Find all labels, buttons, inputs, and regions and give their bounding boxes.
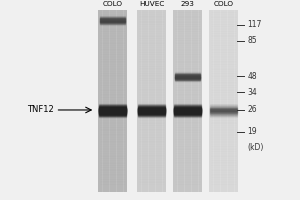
Bar xyxy=(137,10,166,192)
Text: (kD): (kD) xyxy=(248,143,264,152)
Text: 19: 19 xyxy=(248,127,257,136)
Text: 117: 117 xyxy=(248,20,262,29)
Text: 26: 26 xyxy=(248,105,257,114)
Text: HUVEC: HUVEC xyxy=(139,1,164,7)
Text: COLO: COLO xyxy=(214,1,233,7)
Text: 34: 34 xyxy=(248,88,257,97)
Text: 293: 293 xyxy=(181,1,194,7)
Text: 48: 48 xyxy=(248,72,257,81)
Bar xyxy=(209,10,238,192)
Text: 85: 85 xyxy=(248,36,257,45)
Text: COLO: COLO xyxy=(103,1,122,7)
Bar xyxy=(98,10,127,192)
Text: TNF12: TNF12 xyxy=(27,105,54,114)
Bar xyxy=(173,10,202,192)
